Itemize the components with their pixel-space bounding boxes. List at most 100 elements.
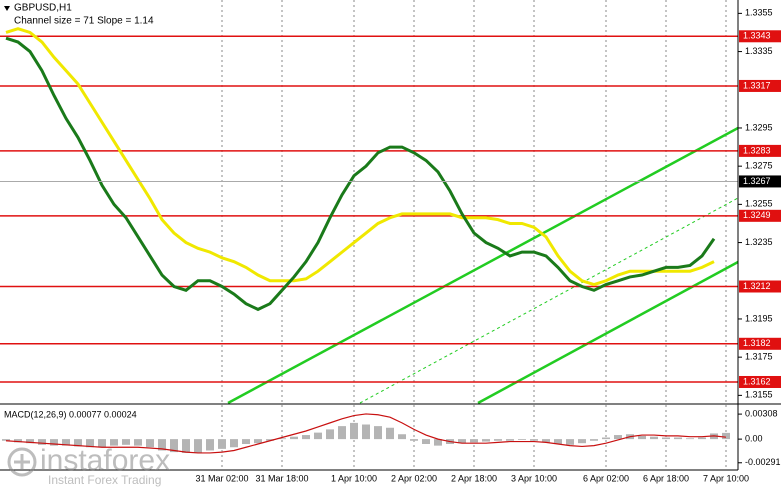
- level-label: 1.3317: [743, 80, 771, 90]
- y-tick-label: 1.3335: [745, 46, 773, 56]
- x-tick-label: 31 Mar 02:00: [195, 473, 248, 483]
- macd-bar: [338, 426, 346, 440]
- macd-bar: [566, 439, 574, 445]
- x-tick-label: 31 Mar 18:00: [255, 473, 308, 483]
- x-tick-label: 2 Apr 02:00: [391, 473, 437, 483]
- macd-bar: [386, 427, 394, 440]
- watermark-icon-cross: [14, 454, 30, 470]
- macd-bar: [14, 439, 22, 443]
- macd-bar: [590, 439, 598, 441]
- x-tick-label: 1 Apr 10:00: [331, 473, 377, 483]
- macd-bar: [518, 439, 526, 440]
- level-label: 1.3182: [743, 338, 771, 348]
- macd-bar: [614, 435, 622, 440]
- channel-lower: [477, 260, 739, 405]
- level-label-box: [739, 209, 781, 222]
- macd-bar: [242, 439, 250, 444]
- macd-bar: [182, 439, 190, 453]
- level-label: 1.3283: [743, 145, 771, 155]
- level-label-box: [739, 375, 781, 388]
- level-label: 1.3249: [743, 210, 771, 220]
- level-label-box: [739, 30, 781, 43]
- level-label-box: [739, 337, 781, 350]
- macd-bar: [350, 422, 358, 440]
- macd-bar: [314, 432, 322, 440]
- x-tick-label: 3 Apr 10:00: [511, 473, 557, 483]
- chart-title: GBPUSD,H1: [14, 3, 72, 14]
- macd-bar: [398, 434, 406, 440]
- macd-bar: [194, 439, 202, 453]
- macd-bar: [2, 439, 10, 441]
- macd-bar: [686, 438, 694, 440]
- macd-label: MACD(12,26,9) 0.00077 0.00024: [4, 409, 137, 419]
- macd-bar: [254, 439, 262, 444]
- channel-upper: [227, 126, 739, 405]
- macd-bar: [50, 439, 58, 446]
- macd-bar: [602, 437, 610, 440]
- watermark-icon: [7, 447, 37, 477]
- y-tick-label: 1.3195: [745, 313, 773, 323]
- macd-bar: [506, 439, 514, 441]
- ma-slow: [5, 27, 715, 287]
- macd-bar: [470, 439, 478, 443]
- macd-bar: [290, 436, 298, 440]
- level-label-box: [739, 280, 781, 293]
- macd-bar: [422, 439, 430, 444]
- macd-bar: [662, 437, 670, 440]
- current-price-box: [739, 175, 781, 188]
- macd-bar: [530, 439, 538, 441]
- macd-bar: [26, 439, 34, 444]
- level-label-box: [739, 79, 781, 92]
- macd-bar: [554, 439, 562, 444]
- macd-bar: [146, 439, 154, 448]
- y-tick-label: 1.3155: [745, 390, 773, 400]
- watermark: instaforex Instant Forex Trading: [7, 444, 170, 487]
- macd-y-tick-label: 0.00308: [745, 408, 778, 418]
- y-tick-label: 1.3295: [745, 122, 773, 132]
- x-tick-label: 2 Apr 18:00: [451, 473, 497, 483]
- macd-bar: [494, 439, 502, 441]
- macd-bar: [266, 439, 274, 441]
- macd-bar: [62, 439, 70, 446]
- macd-bar: [206, 439, 214, 451]
- level-label: 1.3162: [743, 376, 771, 386]
- macd-bar: [230, 439, 238, 448]
- y-tick-label: 1.3355: [745, 8, 773, 18]
- plot: [0, 27, 738, 454]
- x-tick-label: 7 Apr 10:00: [703, 473, 749, 483]
- macd-bar: [362, 424, 370, 440]
- ma-fast: [5, 36, 716, 312]
- macd-y-tick-label: 0.00: [745, 434, 763, 444]
- macd-bar: [458, 439, 466, 444]
- macd-bar: [650, 436, 658, 440]
- macd-bar: [698, 437, 706, 440]
- level-label: 1.3343: [743, 31, 771, 41]
- watermark-name: instaforex: [40, 444, 170, 477]
- macd-bar: [218, 439, 226, 449]
- y-tick-label: 1.3235: [745, 237, 773, 247]
- macd-bar: [170, 439, 178, 453]
- menu-icon[interactable]: [4, 6, 10, 11]
- macd-bar: [482, 439, 490, 442]
- y-tick-label: 1.3275: [745, 161, 773, 171]
- macd-signal: [5, 413, 727, 454]
- macd-bar: [86, 439, 94, 448]
- watermark-tagline: Instant Forex Trading: [48, 473, 161, 487]
- macd-bar: [638, 435, 646, 440]
- macd-bar: [326, 429, 334, 440]
- level-label-box: [739, 144, 781, 157]
- macd-bar: [278, 438, 286, 440]
- level-label: 1.3212: [743, 281, 771, 291]
- macd-bar: [98, 439, 106, 448]
- macd-bar: [722, 432, 730, 440]
- y-tick-label: 1.3255: [745, 199, 773, 209]
- macd-bar: [38, 439, 46, 445]
- axes: 31 Mar 02:00 31 Mar 18:00 1 Apr 10:00 2 Apr…: [195, 8, 781, 483]
- y-tick-label: 1.3175: [745, 352, 773, 362]
- macd-y-tick-label: -0.00291: [745, 457, 781, 467]
- macd-bar: [158, 439, 166, 451]
- macd-bar: [74, 439, 82, 447]
- macd-bar: [434, 439, 442, 446]
